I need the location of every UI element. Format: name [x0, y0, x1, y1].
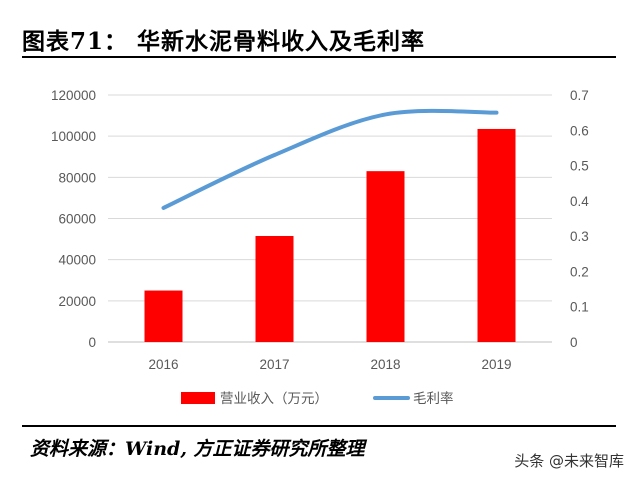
- right-axis-tick-label: 0.4: [570, 194, 589, 209]
- legend-bar-swatch: [181, 392, 215, 404]
- x-axis-tick-label: 2019: [481, 357, 511, 372]
- source-divider: [22, 425, 616, 427]
- left-axis-tick-label: 20000: [58, 294, 96, 309]
- left-axis-tick-label: 40000: [58, 253, 96, 268]
- legend-line-label: 毛利率: [413, 390, 454, 407]
- right-axis-tick-label: 0.6: [570, 123, 589, 138]
- left-axis-tick-label: 120000: [51, 88, 96, 103]
- left-axis-tick-label: 60000: [58, 212, 96, 227]
- left-axis-tick-label: 100000: [51, 129, 96, 144]
- x-axis-ticks: 2016 2017 2018 2019: [148, 357, 511, 372]
- right-axis-ticks: 0 0.1 0.2 0.3 0.4 0.5 0.6 0.7: [570, 88, 589, 350]
- source-note: 资料来源：Wind, 方正证券研究所整理: [30, 438, 365, 460]
- x-axis-tick-label: 2018: [370, 357, 400, 372]
- revenue-bar-2019: [477, 128, 516, 342]
- revenue-bars: [144, 128, 516, 342]
- combo-chart: 0 20000 40000 60000 80000 100000 120000 0 0.1 0.…: [51, 88, 589, 407]
- gross-margin-line: [161, 108, 499, 210]
- right-axis-tick-label: 0.1: [570, 300, 589, 315]
- left-axis-ticks: 0 20000 40000 60000 80000 100000 120000: [51, 88, 96, 350]
- left-axis-tick-label: 80000: [58, 170, 96, 185]
- right-axis-tick-label: 0: [570, 335, 578, 350]
- right-axis-tick-label: 0.7: [570, 88, 589, 103]
- watermark: 头条 @未来智库: [514, 452, 624, 470]
- right-axis-tick-label: 0.2: [570, 264, 589, 279]
- x-axis-tick-label: 2016: [148, 357, 178, 372]
- legend-bar-label: 营业收入（万元）: [220, 391, 328, 407]
- revenue-bar-2018: [366, 171, 405, 342]
- chart-title: 图表71： 华新水泥骨料收入及毛利率: [22, 28, 426, 55]
- right-axis-tick-label: 0.3: [570, 229, 589, 244]
- left-axis-tick-label: 0: [88, 335, 96, 350]
- legend: 营业收入（万元） 毛利率: [181, 390, 454, 407]
- margin-line-layer: [161, 108, 499, 210]
- revenue-bar-2016: [144, 290, 183, 342]
- x-axis-tick-label: 2017: [259, 357, 289, 372]
- right-axis-tick-label: 0.5: [570, 159, 589, 174]
- title-underline: [22, 56, 616, 58]
- revenue-bar-2017: [255, 235, 294, 342]
